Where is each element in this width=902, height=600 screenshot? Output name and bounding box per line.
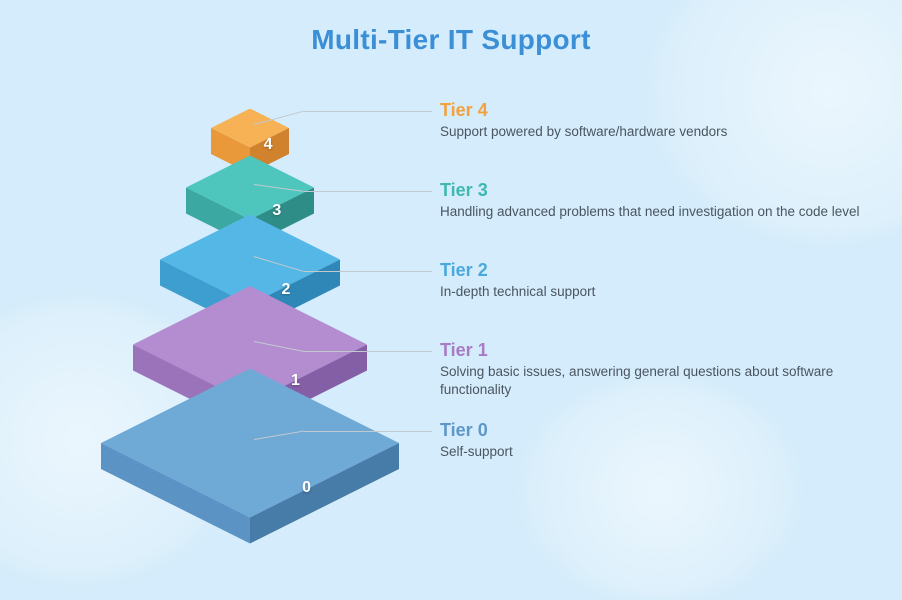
slab-number-3: 3 — [272, 202, 281, 220]
tier-labels: Tier 4 Support powered by software/hardwa… — [440, 100, 870, 500]
slab-number-0: 0 — [302, 479, 311, 497]
tier-title-0: Tier 0 — [440, 420, 870, 441]
tier-desc-0: Self-support — [440, 443, 870, 461]
tier-title-3: Tier 3 — [440, 180, 870, 201]
tier-block-0: Tier 0 Self-support — [440, 420, 870, 482]
slab-number-4: 4 — [264, 136, 273, 154]
tier-title-4: Tier 4 — [440, 100, 870, 121]
tier-block-2: Tier 2 In-depth technical support — [440, 260, 870, 322]
tier-title-1: Tier 1 — [440, 340, 870, 361]
tier-desc-4: Support powered by software/hardware ven… — [440, 123, 870, 141]
tier-desc-1: Solving basic issues, answering general … — [440, 363, 870, 399]
tier-block-4: Tier 4 Support powered by software/hardwa… — [440, 100, 870, 162]
tier-title-2: Tier 2 — [440, 260, 870, 281]
tier-block-1: Tier 1Solving basic issues, answering ge… — [440, 340, 870, 402]
pyramid-diagram: 4 3 2 1 0 — [40, 88, 420, 508]
page-title: Multi-Tier IT Support — [0, 24, 902, 56]
tier-desc-2: In-depth technical support — [440, 283, 870, 301]
slab-number-1: 1 — [291, 372, 300, 390]
slab-number-2: 2 — [282, 281, 291, 299]
tier-block-3: Tier 3 Handling advanced problems that ne… — [440, 180, 870, 242]
tier-desc-3: Handling advanced problems that need inv… — [440, 203, 870, 221]
